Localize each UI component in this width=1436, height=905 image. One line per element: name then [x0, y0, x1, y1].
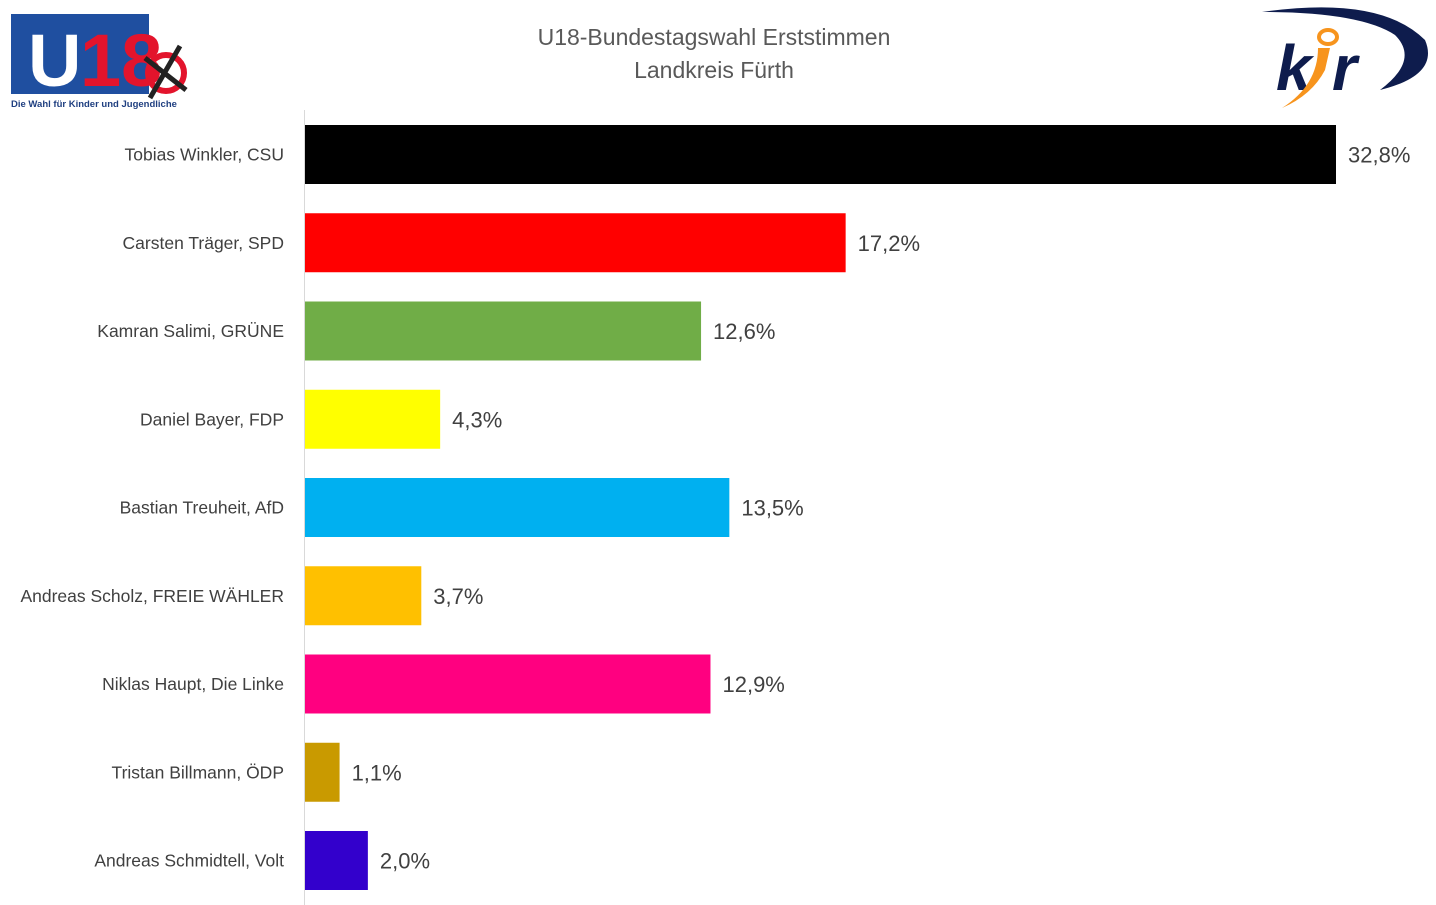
- data-label: 4,3%: [452, 407, 502, 432]
- svg-text:k: k: [1276, 32, 1315, 104]
- category-label: Carsten Träger, SPD: [123, 233, 284, 253]
- bar: [305, 742, 340, 802]
- bar: [305, 478, 730, 537]
- data-label: 17,2%: [858, 231, 920, 256]
- category-label: Bastian Treuheit, AfD: [120, 498, 284, 518]
- category-label: Tobias Winkler, CSU: [125, 145, 285, 165]
- category-label: Daniel Bayer, FDP: [140, 409, 284, 429]
- u18-logo: U 18 Die Wahl für Kinder und Jugendliche: [11, 14, 188, 110]
- category-label: Andreas Scholz, FREIE WÄHLER: [20, 586, 284, 606]
- bar: [305, 389, 441, 449]
- chart-subtitle: Landkreis Fürth: [634, 57, 794, 83]
- data-label: 1,1%: [352, 760, 402, 785]
- kjr-logo: k r: [1262, 7, 1428, 108]
- category-label: Andreas Schmidtell, Volt: [94, 851, 284, 871]
- data-label: 12,9%: [722, 672, 784, 697]
- bar: [305, 213, 846, 273]
- bar: [305, 654, 711, 714]
- data-label: 12,6%: [713, 319, 775, 344]
- category-label: Kamran Salimi, GRÜNE: [97, 321, 284, 341]
- data-label: 3,7%: [433, 584, 483, 609]
- chart-title: U18-Bundestagswahl Erststimmen: [538, 24, 891, 50]
- bar: [305, 831, 368, 890]
- category-label: Niklas Haupt, Die Linke: [102, 674, 284, 694]
- svg-text:U: U: [28, 19, 81, 102]
- data-label: 13,5%: [741, 496, 803, 521]
- svg-text:r: r: [1332, 32, 1360, 104]
- bar: [305, 125, 1336, 184]
- data-label: 2,0%: [380, 849, 430, 874]
- svg-text:Die Wahl für Kinder und Jugend: Die Wahl für Kinder und Jugendliche: [11, 99, 177, 110]
- category-label: Tristan Billmann, ÖDP: [112, 762, 284, 782]
- data-label: 32,8%: [1348, 143, 1410, 168]
- bar: [305, 301, 702, 361]
- bar: [305, 566, 422, 626]
